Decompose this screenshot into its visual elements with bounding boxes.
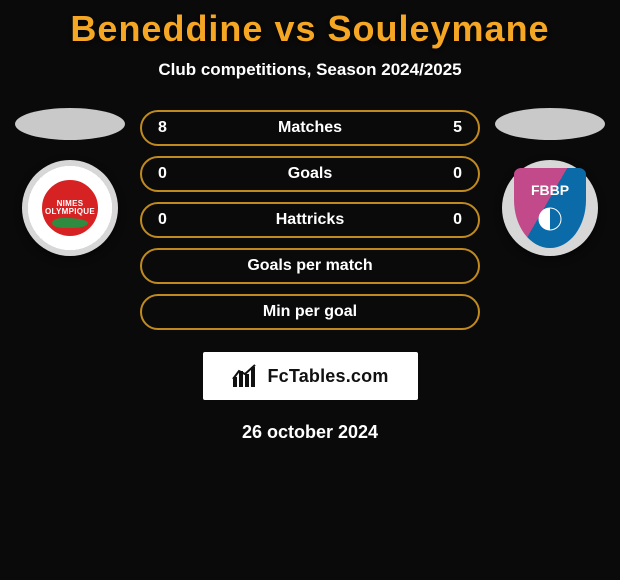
stat-right-value: 0 (453, 165, 462, 183)
stat-label: Goals per match (142, 257, 478, 275)
stats-column: 8 Matches 5 0 Goals 0 0 Hattricks 0 Goal… (140, 108, 480, 340)
stat-row-goals: 0 Goals 0 (140, 156, 480, 192)
stat-row-hattricks: 0 Hattricks 0 (140, 202, 480, 238)
stat-label: Min per goal (142, 303, 478, 321)
nimes-crest-line2: OLYMPIQUE (45, 208, 95, 216)
stat-right-value: 0 (453, 211, 462, 229)
comparison-date: 26 october 2024 (242, 422, 378, 443)
comparison-title: Beneddine vs Souleymane (70, 8, 549, 50)
shield-icon: FBBP (518, 173, 582, 243)
comparison-arena: NIMES OLYMPIQUE FBBP 8 Matches 5 0 Goals… (10, 108, 610, 338)
stat-left-value: 8 (158, 119, 167, 137)
comparison-subtitle: Club competitions, Season 2024/2025 (158, 60, 461, 80)
fbbp-crest-text: FBBP (531, 182, 569, 198)
branding-text: FcTables.com (267, 366, 388, 387)
fbbp-crest: FBBP (514, 168, 586, 248)
stat-row-goals-per-match: Goals per match (140, 248, 480, 284)
stat-label: Goals (142, 165, 478, 183)
stat-row-min-per-goal: Min per goal (140, 294, 480, 330)
stat-left-value: 0 (158, 211, 167, 229)
stat-right-value: 5 (453, 119, 462, 137)
player-shadow-left (15, 108, 125, 140)
player-shadow-right (495, 108, 605, 140)
stat-row-matches: 8 Matches 5 (140, 110, 480, 146)
crocodile-icon (52, 218, 88, 228)
branding-bar: FcTables.com (203, 352, 418, 400)
nimes-crest: NIMES OLYMPIQUE (38, 176, 102, 240)
bars-icon (231, 363, 261, 389)
stat-label: Matches (142, 119, 478, 137)
stat-left-value: 0 (158, 165, 167, 183)
stat-label: Hattricks (142, 211, 478, 229)
club-badge-right: FBBP (502, 160, 598, 256)
club-badge-left: NIMES OLYMPIQUE (22, 160, 118, 256)
